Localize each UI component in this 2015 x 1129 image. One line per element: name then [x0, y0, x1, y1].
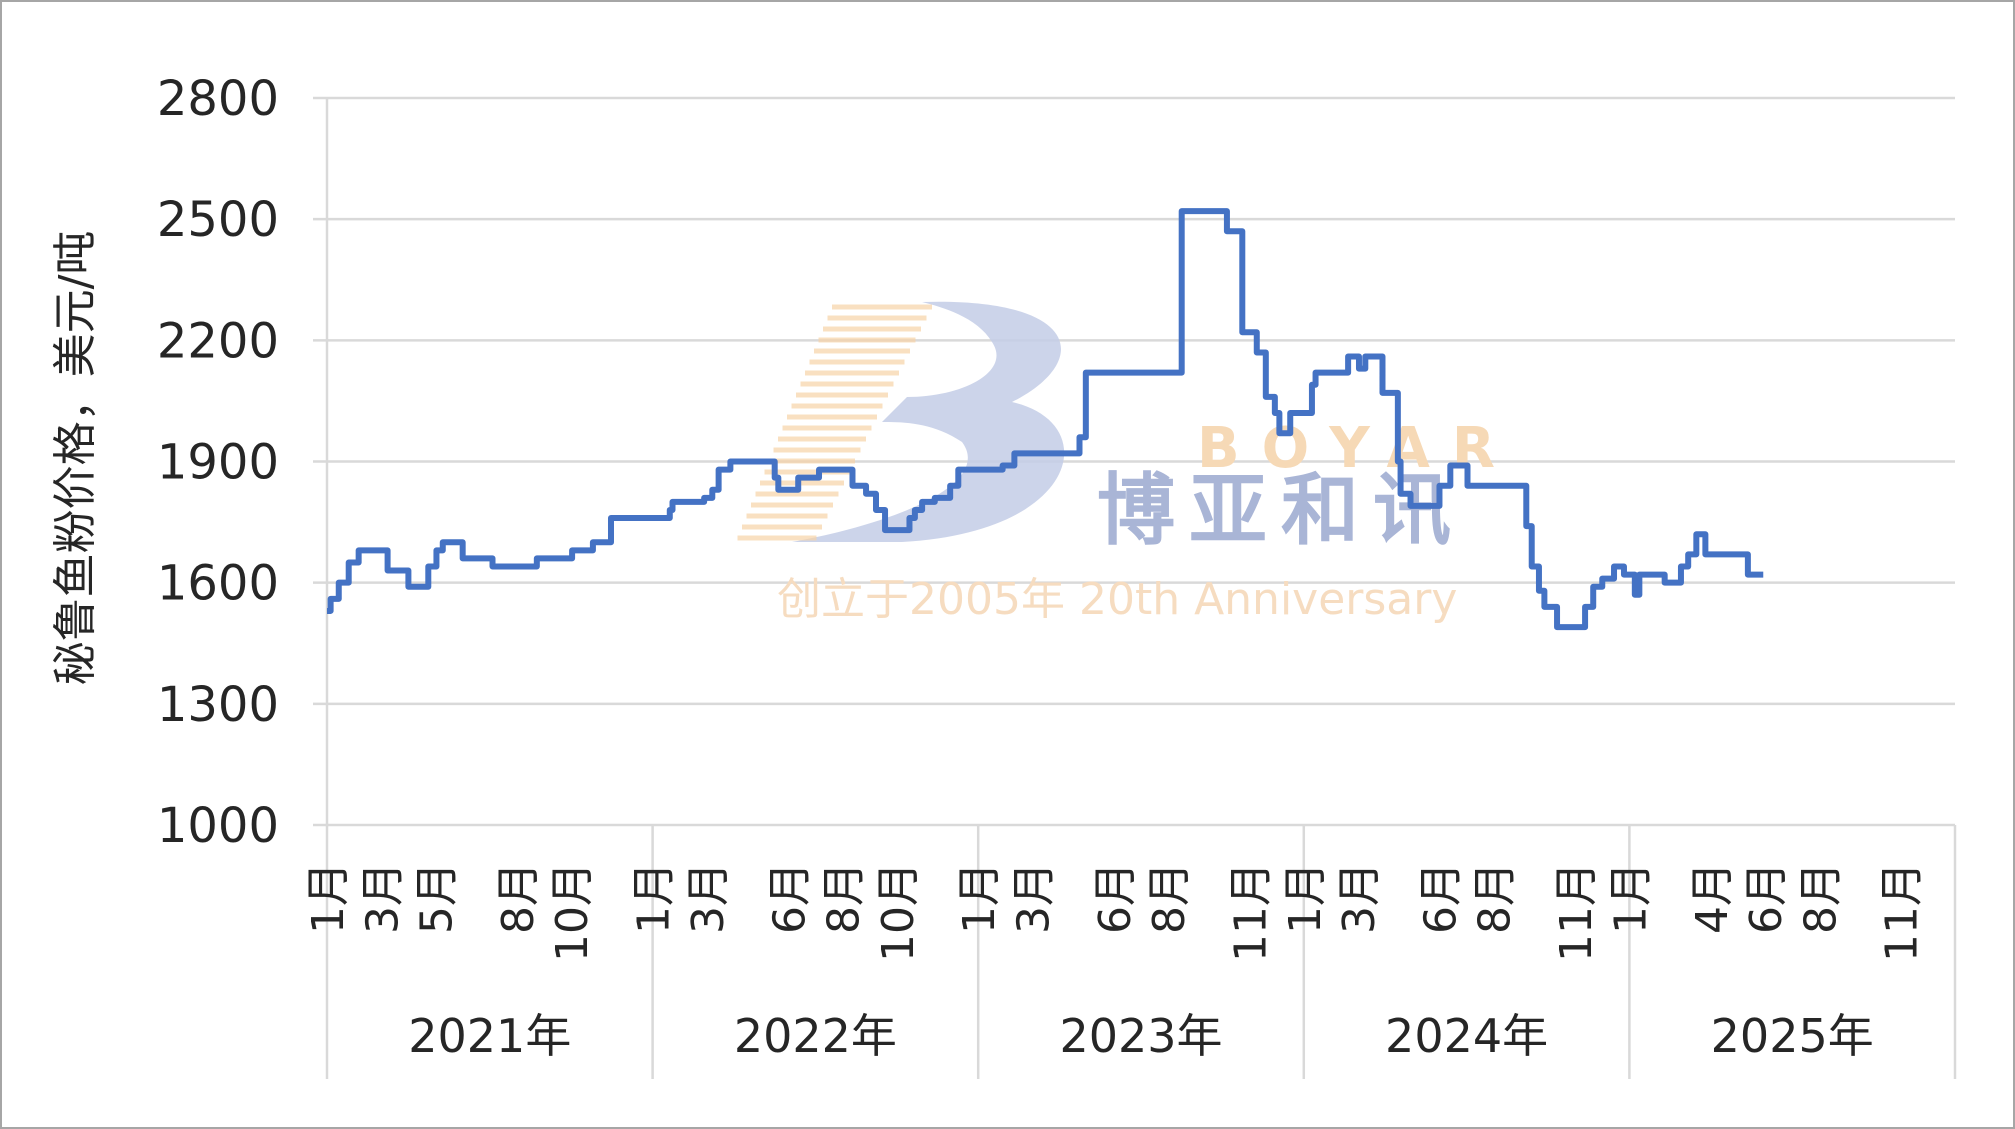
y-axis-title: 秘鲁鱼粉价格，美元/吨: [50, 231, 101, 686]
x-tick-label: 8月: [493, 862, 544, 934]
boyar-watermark: BOYAR 博亚和讯 创立于2005年 20th Anniversary: [737, 301, 1517, 625]
x-tick-label: 1月: [303, 862, 354, 934]
y-tick-label: 2500: [157, 192, 279, 248]
x-tick-label: 11月: [1551, 862, 1602, 962]
y-tick-label: 1900: [157, 435, 279, 491]
watermark-brand-en: BOYAR: [1197, 416, 1517, 481]
watermark-brand-cn: 博亚和讯: [1097, 466, 1465, 556]
x-tick-label: 1月: [629, 862, 680, 934]
x-tick-label: 6月: [764, 862, 815, 934]
x-tick-label: 1月: [1605, 862, 1656, 934]
y-tick-label: 1300: [157, 677, 279, 733]
price-line: [327, 208, 1764, 631]
x-tick-label: 11月: [1877, 862, 1928, 962]
year-label: 2025年: [1711, 1009, 1874, 1063]
x-tick-label: 8月: [1795, 862, 1846, 934]
y-tick-label: 2200: [157, 313, 279, 369]
x-tick-label: 4月: [1687, 862, 1738, 934]
watermark-tagline: 创立于2005年 20th Anniversary: [777, 574, 1457, 625]
x-tick-label: 3月: [1008, 862, 1059, 934]
y-tick-label: 1000: [157, 798, 279, 854]
year-label: 2021年: [408, 1009, 571, 1063]
x-tick-label: 3月: [1334, 862, 1385, 934]
x-tick-label: 5月: [412, 862, 463, 934]
x-tick-label: 6月: [1090, 862, 1141, 934]
x-tick-label: 1月: [954, 862, 1005, 934]
x-tick-label: 1月: [1280, 862, 1331, 934]
year-label: 2024年: [1385, 1009, 1548, 1063]
x-tick-label: 6月: [1415, 862, 1466, 934]
x-tick-label: 8月: [819, 862, 870, 934]
y-tick-label: 1600: [157, 556, 279, 612]
year-label: 2022年: [734, 1009, 897, 1063]
x-tick-label: 3月: [357, 862, 408, 934]
year-label: 2023年: [1059, 1009, 1222, 1063]
x-tick-label: 10月: [547, 862, 598, 962]
x-tick-label: 8月: [1144, 862, 1195, 934]
x-tick-label: 6月: [1741, 862, 1792, 934]
x-tick-label: 11月: [1226, 862, 1277, 962]
x-tick-label: 3月: [683, 862, 734, 934]
logo-b-shape: [792, 301, 1065, 542]
x-tick-label: 8月: [1470, 862, 1521, 934]
x-tick-label: 10月: [873, 862, 924, 962]
y-tick-label: 2800: [157, 71, 279, 127]
